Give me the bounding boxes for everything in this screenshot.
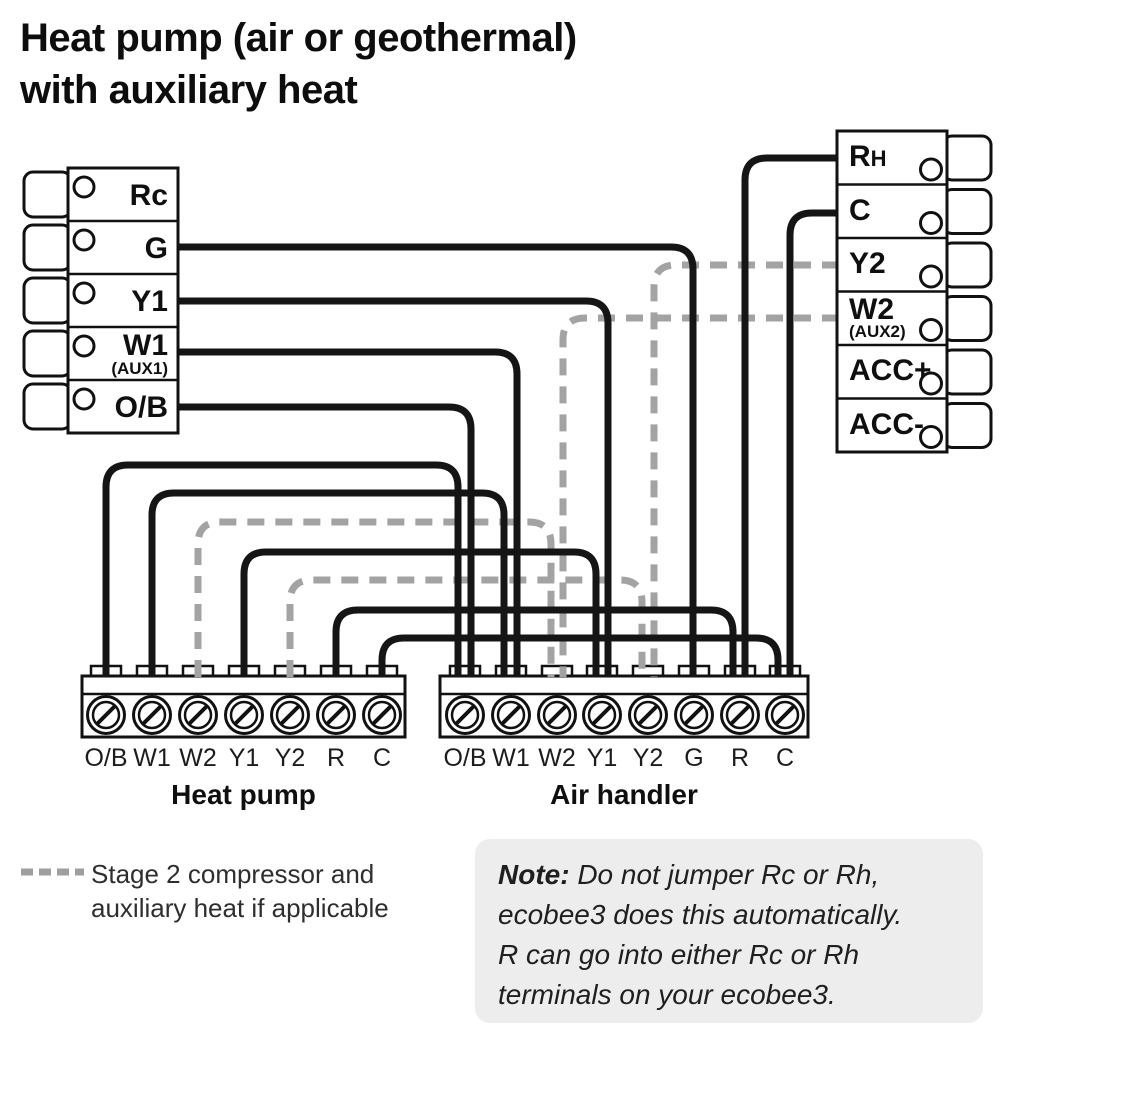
screw-terminal	[269, 694, 311, 736]
wire-slot	[941, 348, 993, 396]
heat-pump-terminal-label: W2	[179, 744, 217, 772]
heat-pump-terminal-label: O/B	[84, 744, 128, 772]
wire-c-to-air-handler	[786, 209, 839, 677]
heat-pump-terminal-label: Y2	[274, 744, 306, 772]
terminal-label-rh: RH	[849, 140, 887, 173]
wire-heat-pump-y1-jumper	[240, 548, 600, 677]
note-line-1: Note: Do not jumper Rc or Rh,	[498, 859, 880, 890]
terminal-label-acc-plus: ACC+	[849, 354, 932, 387]
thermostat-right-block	[835, 129, 993, 454]
terminal-hole	[919, 318, 943, 342]
wire-heat-pump-y2-jumper	[286, 576, 646, 677]
air-handler-terminal-label: O/B	[443, 744, 487, 772]
terminal-label-rc: Rc	[129, 179, 168, 212]
screw-terminal	[131, 694, 173, 736]
terminal-hole	[919, 425, 943, 449]
wire-w1-to-air-handler	[176, 348, 521, 677]
terminal-hole	[72, 175, 96, 199]
wire-rh-to-air-handler	[741, 154, 839, 677]
terminal-label-acc-minus: ACC-	[849, 408, 924, 441]
note-line-4: terminals on your ecobee3.	[498, 979, 836, 1010]
wire-heat-pump-c-jumper	[378, 634, 782, 677]
terminal-label-y2: Y2	[849, 247, 886, 280]
wire-slot	[22, 382, 73, 431]
terminal-hole	[72, 281, 96, 305]
heat-pump-terminal-label: R	[326, 744, 346, 772]
screw-terminal	[764, 694, 806, 736]
terminal-label-c: C	[849, 194, 871, 227]
page-title-line-2: with auxiliary heat	[20, 68, 358, 112]
terminal-sublabel-aux2: (AUX2)	[849, 322, 906, 341]
screw-terminal	[85, 694, 127, 736]
wire-y1-to-air-handler	[176, 297, 612, 677]
terminal-hole	[919, 157, 943, 182]
air-handler-terminal-label: G	[684, 744, 704, 772]
terminal-label-y1: Y1	[131, 285, 168, 318]
wire-w2-to-air-handler	[559, 314, 839, 677]
wire-slot	[22, 329, 73, 378]
terminal-hole	[919, 264, 943, 289]
note-line-2: ecobee3 does this automatically.	[498, 899, 903, 930]
page-title: Heat pump (air or geothermal) with auxil…	[20, 12, 577, 116]
air-handler-terminal-label: R	[730, 744, 750, 772]
screw-terminal	[361, 694, 403, 736]
note-line-3: R can go into either Rc or Rh	[498, 939, 860, 970]
wire-g-to-air-handler	[176, 243, 697, 677]
page-title-line-1: Heat pump (air or geothermal)	[20, 16, 577, 60]
thermostat-left-block	[22, 166, 180, 435]
heat-pump-terminal-label: C	[372, 744, 392, 772]
terminal-hole	[72, 228, 96, 252]
wire-heat-pump-r-jumper	[332, 606, 737, 677]
wire-slot	[941, 295, 993, 342]
terminal-label-ob: O/B	[114, 391, 168, 424]
wire-slot	[22, 170, 73, 219]
screw-terminal	[627, 694, 669, 736]
heat-pump-terminal-label: Y1	[228, 744, 260, 772]
terminal-hole	[72, 334, 96, 358]
wire-ob-to-air-handler	[176, 403, 475, 677]
legend-line-1: Stage 2 compressor and	[91, 859, 375, 889]
air-handler-terminal-label: Y1	[586, 744, 618, 772]
heat-pump-terminal-label: W1	[133, 744, 171, 772]
wire-slot	[941, 188, 993, 235]
wire-heat-pump-w1-jumper	[148, 489, 508, 677]
wire-slot	[22, 223, 73, 272]
legend: Stage 2 compressor and auxiliary heat if…	[91, 857, 389, 925]
heat-pump-title: Heat pump	[171, 779, 316, 810]
screw-terminal	[490, 694, 532, 736]
terminal-label-w1: W1	[123, 329, 168, 362]
screw-terminal	[673, 694, 715, 736]
wire-slot	[22, 276, 73, 325]
terminal-label-w2: W2	[849, 293, 894, 326]
wire-heat-pump-ob-jumper	[102, 461, 462, 677]
note-text: Note: Do not jumper Rc or Rh, ecobee3 do…	[498, 855, 902, 1015]
screw-terminal	[581, 694, 623, 736]
wire-heat-pump-w2-jumper	[194, 518, 555, 677]
air-handler-terminal-label: W1	[492, 744, 530, 772]
terminal-sublabel-aux1: (AUX1)	[111, 359, 168, 378]
air-handler-terminal-label: W2	[538, 744, 576, 772]
wire-y2-to-air-handler	[650, 261, 839, 677]
screw-terminal	[444, 694, 486, 736]
legend-line-2: auxiliary heat if applicable	[91, 893, 389, 923]
wire-slot	[941, 241, 993, 289]
air-handler-title: Air handler	[550, 779, 698, 810]
air-handler-terminal-label: Y2	[632, 744, 664, 772]
terminal-label-g: G	[144, 232, 168, 265]
screw-terminal	[315, 694, 357, 736]
terminal-hole	[919, 211, 943, 235]
note-box	[475, 839, 983, 1023]
wire-slot	[941, 134, 993, 182]
air-handler-terminal-label: C	[775, 744, 795, 772]
screw-terminal	[536, 694, 578, 736]
terminal-hole	[919, 371, 943, 396]
screw-terminal	[177, 694, 219, 736]
terminal-hole	[72, 387, 96, 411]
screw-terminal	[223, 694, 265, 736]
note-label: Note:	[498, 859, 570, 890]
screw-terminal	[719, 694, 761, 736]
wire-slot	[941, 402, 993, 449]
